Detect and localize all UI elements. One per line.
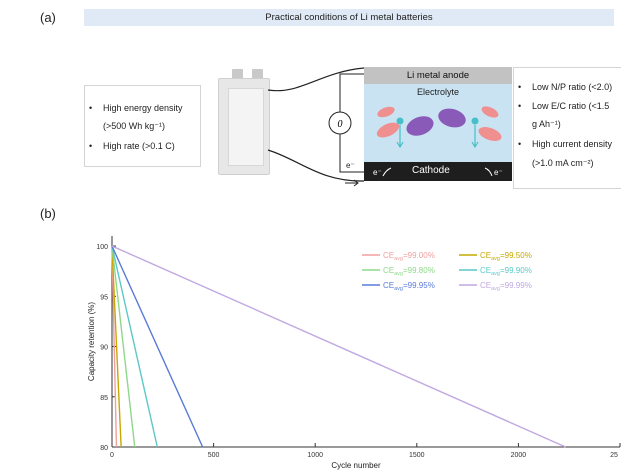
zoom-line (267, 67, 365, 92)
x-axis-label: Cycle number (331, 461, 381, 470)
ion-flow-arrow (396, 125, 404, 149)
anion-icon (481, 106, 499, 118)
anion-icon (376, 122, 400, 138)
condition-ec-ratio-unit: g Ah⁻¹) (532, 119, 561, 129)
battery-requirements-box: • High energy density (>500 Wh kg⁻¹) • H… (84, 85, 201, 167)
y-tick-label: 90 (100, 345, 108, 352)
cathode-label: Cathode (412, 165, 450, 176)
legend-entry: CEavg=99.00% (383, 251, 435, 262)
cathode-layer (364, 162, 512, 181)
x-tick-label: 1000 (307, 452, 323, 459)
legend-entry: CEavg=99.90% (480, 266, 532, 277)
legend-entry: CEavg=99.80% (383, 266, 435, 277)
electrolyte-region (364, 84, 512, 162)
li-ion-icon (471, 117, 479, 125)
zoom-line (267, 149, 365, 182)
anion-icon (478, 127, 502, 141)
pouch-cell-tab (252, 69, 263, 79)
y-tick-label: 80 (100, 445, 108, 452)
galvanometer-icon (328, 111, 352, 135)
bullet-dot: • (89, 103, 93, 113)
condition-ec-ratio: Low E/C ratio (<1.5 (532, 101, 610, 111)
electron-arrow (382, 167, 392, 177)
solvent-molecule-icon (406, 116, 434, 136)
bullet-dot: • (518, 101, 522, 111)
cathode-electron-left: e⁻ (373, 168, 382, 177)
y-tick-label: 100 (96, 244, 108, 251)
x-tick-label: 0 (110, 452, 114, 459)
cell-conditions-box: • Low N/P ratio (<2.0) • Low E/C ratio (… (513, 67, 621, 189)
legend-entry: CEavg=99.50% (480, 251, 532, 262)
bullet-dot: • (518, 139, 522, 149)
panel-b-label: (b) (40, 206, 56, 221)
x-tick-label: 2000 (511, 452, 527, 459)
electrolyte-label: Electrolyte (416, 87, 460, 97)
electron-label: e⁻ (346, 161, 355, 170)
series-line (111, 245, 158, 448)
bullet-dot: • (89, 141, 93, 151)
requirement-energy-density-value: (>500 Wh kg⁻¹) (103, 121, 166, 131)
ion-flow-arrow (471, 125, 479, 149)
y-tick-label: 95 (100, 294, 108, 301)
cathode-electron-right: e⁻ (494, 168, 503, 177)
pouch-cell-tab (232, 69, 243, 79)
solvent-molecule-icon (438, 108, 466, 128)
y-axis-label: Capacity retention (%) (87, 302, 96, 381)
x-tick-label: 25 (610, 452, 618, 459)
li-metal-anode: Li metal anode (364, 67, 512, 84)
galvanometer-symbol: 0 (338, 119, 343, 130)
condition-current-density-value: (>1.0 mA cm⁻²) (532, 158, 594, 168)
series-line (111, 246, 122, 448)
y-tick-label: 85 (100, 395, 108, 402)
li-ion-icon (396, 117, 404, 125)
panel-a-label: (a) (40, 10, 56, 25)
arrow-head (353, 179, 359, 187)
anion-icon (377, 106, 395, 118)
series-line (111, 246, 118, 448)
condition-np-ratio: Low N/P ratio (<2.0) (532, 82, 613, 92)
series-line (111, 245, 204, 448)
bullet-dot: • (518, 82, 522, 92)
x-tick-label: 500 (208, 452, 220, 459)
x-tick-label: 1500 (409, 452, 425, 459)
requirement-rate: High rate (>0.1 C) (103, 141, 175, 151)
pouch-cell-window (228, 88, 264, 166)
legend-entry: CEavg=99.99% (480, 281, 532, 292)
requirement-energy-density: High energy density (103, 103, 183, 113)
panel-a-title: Practical conditions of Li metal batteri… (84, 9, 614, 26)
electron-arrow (484, 167, 493, 177)
circuit-wire (339, 134, 364, 173)
circuit-wire (339, 73, 364, 112)
series-line (111, 245, 566, 448)
legend-entry: CEavg=99.95% (383, 281, 435, 292)
series-line (111, 245, 136, 448)
condition-current-density: High current density (532, 139, 613, 149)
